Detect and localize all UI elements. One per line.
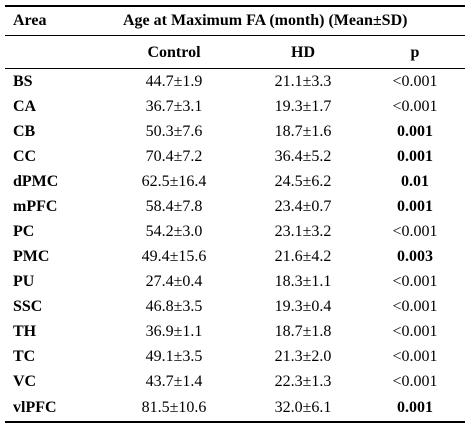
data-table: Area Age at Maximum FA (month) (Mean±SD)… (5, 5, 465, 423)
cell-control: 49.4±15.6 (141, 247, 207, 265)
table-row: PC 54.2±3.0 23.1±3.2 <0.001 (5, 219, 465, 244)
cell-p: 0.001 (397, 147, 433, 165)
cell-control: 36.9±1.1 (145, 322, 203, 340)
table-body: BS 44.7±1.9 21.1±3.3 <0.001 CA 36.7±3.1 19.3±1… (5, 69, 465, 423)
cell-hd: 18.7±1.8 (274, 322, 332, 340)
cell-hd: 19.3±1.7 (274, 97, 332, 115)
table-row: TH 36.9±1.1 18.7±1.8 <0.001 (5, 319, 465, 344)
cell-hd: 21.1±3.3 (274, 72, 332, 90)
cell-hd: 36.4±5.2 (274, 147, 332, 165)
cell-area: CB (13, 122, 36, 140)
header-area: Area (5, 5, 107, 36)
subheader-row: Control HD p (5, 35, 465, 69)
cell-area: CC (13, 147, 37, 165)
cell-control: 54.2±3.0 (145, 222, 203, 240)
cell-control: 49.1±3.5 (145, 347, 203, 365)
cell-hd: 18.7±1.6 (274, 122, 332, 140)
header-row: Area Age at Maximum FA (month) (Mean±SD) (5, 5, 465, 36)
cell-area: dPMC (13, 172, 59, 190)
cell-p: <0.001 (392, 297, 438, 315)
cell-control: 46.8±3.5 (145, 297, 203, 315)
subheader-control: Control (107, 35, 241, 69)
cell-hd: 32.0±6.1 (241, 394, 365, 423)
header-title: Age at Maximum FA (month) (Mean±SD) (107, 5, 465, 36)
cell-p: <0.001 (392, 272, 438, 290)
table-row: TC 49.1±3.5 21.3±2.0 <0.001 (5, 344, 465, 369)
subheader-hd: HD (241, 35, 365, 69)
cell-area: CA (13, 97, 37, 115)
table-row: vlPFC 81.5±10.6 32.0±6.1 0.001 (5, 394, 465, 423)
table-row: mPFC 58.4±7.8 23.4±0.7 0.001 (5, 194, 465, 219)
cell-area: BS (13, 72, 33, 90)
cell-area: mPFC (13, 197, 58, 215)
cell-p: <0.001 (392, 322, 438, 340)
table-row: CB 50.3±7.6 18.7±1.6 0.001 (5, 119, 465, 144)
cell-control: 43.7±1.4 (145, 372, 203, 390)
subheader-p: p (365, 35, 465, 69)
cell-hd: 18.3±1.1 (274, 272, 332, 290)
cell-p: 0.001 (365, 394, 465, 423)
cell-p: <0.001 (392, 222, 438, 240)
cell-p: 0.001 (397, 197, 433, 215)
cell-p: 0.003 (397, 247, 433, 265)
cell-hd: 21.6±4.2 (274, 247, 332, 265)
cell-hd: 19.3±0.4 (274, 297, 332, 315)
table-row: CA 36.7±3.1 19.3±1.7 <0.001 (5, 94, 465, 119)
cell-area: vlPFC (5, 394, 107, 423)
cell-hd: 23.1±3.2 (274, 222, 332, 240)
cell-control: 62.5±16.4 (141, 172, 207, 190)
cell-p: 0.01 (401, 172, 429, 190)
cell-area: PU (13, 272, 35, 290)
cell-area: PC (13, 222, 35, 240)
cell-area: TH (13, 322, 37, 340)
cell-hd: 23.4±0.7 (274, 197, 332, 215)
cell-control: 70.4±7.2 (145, 147, 203, 165)
cell-hd: 22.3±1.3 (274, 372, 332, 390)
cell-hd: 21.3±2.0 (274, 347, 332, 365)
table-row: dPMC 62.5±16.4 24.5±6.2 0.01 (5, 169, 465, 194)
cell-control: 81.5±10.6 (107, 394, 241, 423)
cell-area: SSC (13, 297, 43, 315)
cell-p: 0.001 (397, 122, 433, 140)
cell-p: <0.001 (392, 97, 438, 115)
cell-area: VC (13, 372, 37, 390)
table-row: SSC 46.8±3.5 19.3±0.4 <0.001 (5, 294, 465, 319)
cell-hd: 24.5±6.2 (274, 172, 332, 190)
cell-control: 27.4±0.4 (145, 272, 203, 290)
table-row: VC 43.7±1.4 22.3±1.3 <0.001 (5, 369, 465, 394)
cell-control: 36.7±3.1 (145, 97, 203, 115)
cell-control: 50.3±7.6 (145, 122, 203, 140)
table-row: PU 27.4±0.4 18.3±1.1 <0.001 (5, 269, 465, 294)
cell-p: <0.001 (392, 372, 438, 390)
cell-p: <0.001 (392, 72, 438, 90)
cell-area: TC (13, 347, 36, 365)
cell-p: <0.001 (392, 347, 438, 365)
table-row: BS 44.7±1.9 21.1±3.3 <0.001 (5, 69, 465, 95)
cell-control: 44.7±1.9 (145, 72, 203, 90)
cell-area: PMC (13, 247, 50, 265)
table-row: CC 70.4±7.2 36.4±5.2 0.001 (5, 144, 465, 169)
subheader-blank (5, 35, 107, 69)
cell-control: 58.4±7.8 (145, 197, 203, 215)
table-row: PMC 49.4±15.6 21.6±4.2 0.003 (5, 244, 465, 269)
